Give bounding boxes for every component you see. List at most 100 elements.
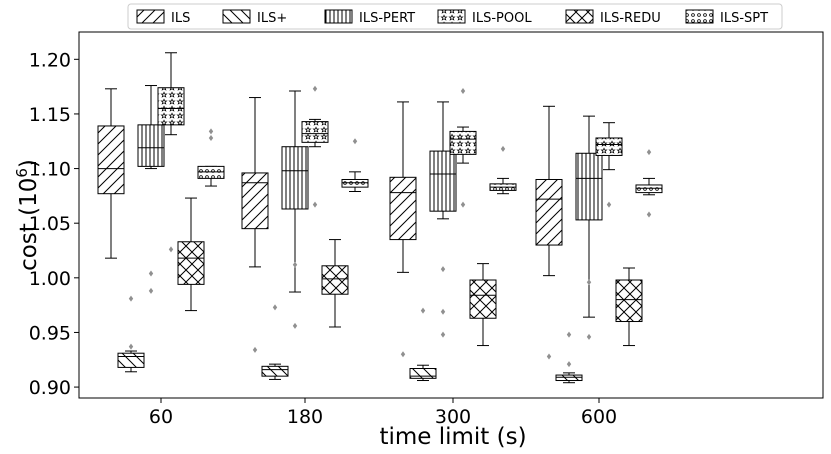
outlier-point xyxy=(352,138,358,145)
box-body xyxy=(321,265,349,295)
legend: ILS ILS+ ILS-PERT ILS-POOL ILS-REDU ILS-SPT xyxy=(127,3,783,30)
outlier-point xyxy=(400,351,406,358)
box-ils-redu-300 xyxy=(469,263,497,347)
box-body xyxy=(157,87,185,126)
legend-swatch xyxy=(437,9,466,24)
box-body xyxy=(389,176,417,241)
outlier-point xyxy=(646,149,652,156)
box-ils+-600 xyxy=(555,331,583,384)
box-body xyxy=(301,121,329,143)
legend-label: ILS-PERT xyxy=(359,11,415,26)
box-ils-redu-600 xyxy=(615,267,643,347)
box-ils-redu-60 xyxy=(177,197,205,312)
outlier-point xyxy=(208,134,214,141)
outlier-point xyxy=(148,270,154,277)
x-tick-label: 300 xyxy=(435,406,471,428)
x-tick-label: 60 xyxy=(149,406,173,428)
outlier-point xyxy=(128,295,134,302)
box-body xyxy=(535,178,563,246)
outlier-point xyxy=(460,87,466,94)
box-body xyxy=(469,279,497,319)
outlier-point xyxy=(586,333,592,340)
legend-item-ils: ILS xyxy=(136,9,190,26)
y-axis: 0.90 0.95 1.00 1.05 1.10 1.15 1.20 xyxy=(29,49,79,399)
box-ils+-180 xyxy=(261,304,289,380)
series-ils xyxy=(97,88,563,360)
outlier-point xyxy=(312,201,318,208)
x-axis-label: time limit (s) xyxy=(379,424,526,450)
box-body xyxy=(449,130,477,155)
x-tick-label: 180 xyxy=(287,406,323,428)
box-ils-spt-60 xyxy=(197,128,225,187)
box-body xyxy=(595,137,623,156)
box-body xyxy=(177,241,205,285)
outlier-point xyxy=(586,279,592,286)
box-ils-180 xyxy=(241,97,269,353)
box-ils-pool-60 xyxy=(157,52,185,253)
outlier-point xyxy=(566,361,572,368)
box-ils-spt-600 xyxy=(635,149,663,218)
boxes-layer xyxy=(97,52,663,384)
box-body xyxy=(281,146,309,210)
outlier-point xyxy=(292,322,298,329)
box-ils+-60 xyxy=(117,295,145,373)
outlier-point xyxy=(292,261,298,268)
outlier-point xyxy=(460,201,466,208)
outlier-point xyxy=(252,346,258,353)
x-tick-label: 600 xyxy=(581,406,617,428)
legend-item-ils-pool: ILS-POOL xyxy=(437,9,532,26)
outlier-point xyxy=(148,287,154,294)
box-ils-pool-180 xyxy=(301,85,329,208)
box-body xyxy=(615,279,643,323)
legend-swatch xyxy=(324,9,353,24)
box-body xyxy=(429,150,457,212)
legend-swatch xyxy=(222,9,251,24)
series-ils-pool xyxy=(157,52,623,253)
y-axis-label-close: ) xyxy=(16,159,42,168)
outlier-point xyxy=(606,201,612,208)
box-ils+-300 xyxy=(409,307,437,382)
outlier-point xyxy=(420,307,426,314)
series-ils-pert xyxy=(137,85,603,340)
legend-label: ILS+ xyxy=(257,11,287,26)
box-body xyxy=(341,178,369,188)
box-body xyxy=(261,365,289,377)
box-ils-pool-300 xyxy=(449,87,477,208)
x-axis: 60 180 300 600 xyxy=(149,398,617,428)
y-tick-label: 1.00 xyxy=(29,268,71,290)
box-body xyxy=(409,368,437,379)
outlier-point xyxy=(168,246,174,253)
outlier-point xyxy=(312,85,318,92)
legend-swatch xyxy=(565,9,594,24)
box-ils-spt-180 xyxy=(341,138,369,193)
box-body xyxy=(117,352,145,368)
box-ils-300 xyxy=(389,101,417,358)
box-ils-pool-600 xyxy=(595,122,623,208)
y-axis-label: cost (106) xyxy=(13,159,42,271)
legend-item-ils-spt: ILS-SPT xyxy=(685,9,768,26)
box-body xyxy=(97,125,125,195)
box-ils-pert-180 xyxy=(281,90,309,329)
y-tick-label: 1.20 xyxy=(29,49,71,71)
box-body xyxy=(197,165,225,179)
series-ils-spt xyxy=(197,128,663,218)
box-ils-redu-180 xyxy=(321,239,349,328)
box-body xyxy=(635,184,663,194)
box-ils-600 xyxy=(535,105,563,360)
outlier-point xyxy=(272,304,278,311)
legend-item-ils-pert: ILS-PERT xyxy=(324,9,415,26)
outlier-point xyxy=(500,145,506,152)
y-tick-label: 1.05 xyxy=(29,213,71,235)
box-body xyxy=(241,172,269,230)
y-axis-label-exponent: 6 xyxy=(13,168,31,178)
outlier-point xyxy=(208,128,214,135)
box-ils-60 xyxy=(97,88,125,259)
outlier-point xyxy=(128,343,134,350)
legend-swatch xyxy=(685,9,714,24)
plot-area-frame xyxy=(78,31,824,399)
box-ils-pert-300 xyxy=(429,101,457,338)
series-ils-redu xyxy=(177,197,643,347)
outlier-point xyxy=(440,266,446,273)
legend-label: ILS-REDU xyxy=(600,11,661,26)
